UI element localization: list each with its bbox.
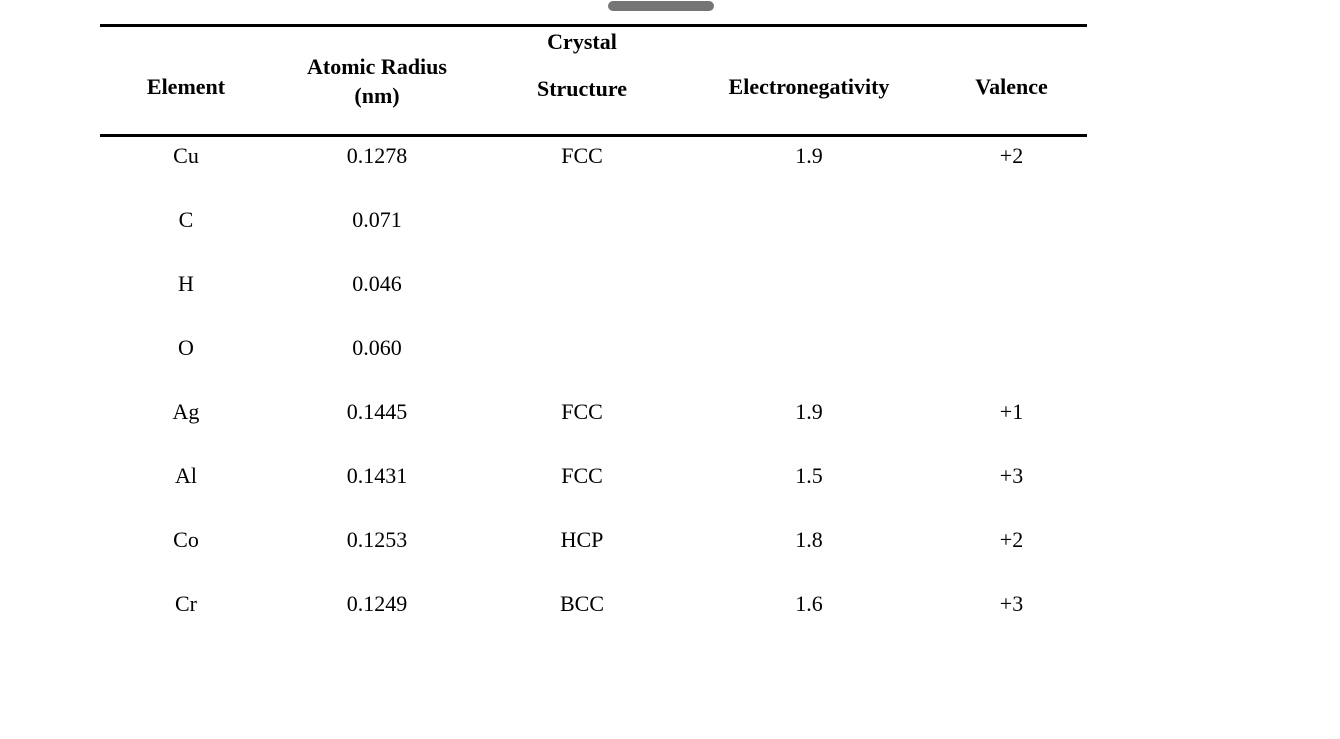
cell-atomic-radius: 0.060 bbox=[352, 335, 402, 360]
cell-valence: +2 bbox=[999, 527, 1024, 552]
table-body: Cu 0.1278 FCC 1.9 +2 C 0.071 H 0.046 bbox=[100, 137, 1087, 649]
cell-electronegativity: 1.6 bbox=[795, 591, 823, 616]
table-row: Ag 0.1445 FCC 1.9 +1 bbox=[100, 393, 1087, 457]
cell-valence bbox=[936, 265, 1087, 329]
cell-atomic-radius: 0.1249 bbox=[346, 591, 408, 616]
cell-element: Ag bbox=[172, 399, 200, 424]
cell-element: Cr bbox=[175, 591, 197, 616]
cell-electronegativity bbox=[682, 265, 936, 329]
cell-crystal-structure: FCC bbox=[561, 399, 603, 424]
cell-element: H bbox=[178, 271, 194, 296]
header-atomic-radius: Atomic Radius (nm) bbox=[272, 27, 482, 134]
table-row: Cr 0.1249 BCC 1.6 +3 bbox=[100, 585, 1087, 649]
table-header-row: Element Atomic Radius (nm) Crystal Struc… bbox=[100, 24, 1087, 137]
header-atomic-radius-line2: (nm) bbox=[354, 83, 400, 108]
header-valence: Valence bbox=[936, 27, 1087, 134]
header-crystal-structure: Crystal Structure bbox=[482, 27, 682, 134]
table-row: C 0.071 bbox=[100, 201, 1087, 265]
header-electronegativity: Electronegativity bbox=[682, 27, 936, 134]
cell-element: Al bbox=[175, 463, 197, 488]
cell-crystal-structure: BCC bbox=[559, 591, 605, 616]
header-crystal-structure-line2: Structure bbox=[536, 76, 628, 101]
table-row: Cu 0.1278 FCC 1.9 +2 bbox=[100, 137, 1087, 201]
table-row: Co 0.1253 HCP 1.8 +2 bbox=[100, 521, 1087, 585]
cell-electronegativity: 1.5 bbox=[795, 463, 823, 488]
cell-valence: +1 bbox=[999, 399, 1024, 424]
cell-valence bbox=[936, 329, 1087, 393]
table-row: H 0.046 bbox=[100, 265, 1087, 329]
header-valence-label: Valence bbox=[975, 74, 1048, 99]
scrollbar-thumb[interactable] bbox=[608, 1, 714, 11]
cell-element: C bbox=[178, 207, 194, 232]
cell-atomic-radius: 0.1445 bbox=[346, 399, 408, 424]
cell-element: Cu bbox=[173, 143, 199, 168]
header-element: Element bbox=[100, 27, 272, 134]
cell-electronegativity: 1.9 bbox=[795, 143, 823, 168]
cell-atomic-radius: 0.1278 bbox=[346, 143, 408, 168]
cell-element: O bbox=[178, 335, 194, 360]
cell-atomic-radius: 0.071 bbox=[352, 207, 402, 232]
cell-electronegativity bbox=[682, 329, 936, 393]
cell-electronegativity: 1.8 bbox=[795, 527, 823, 552]
header-electronegativity-label: Electronegativity bbox=[728, 74, 890, 99]
cell-electronegativity: 1.9 bbox=[795, 399, 823, 424]
table-row: Al 0.1431 FCC 1.5 +3 bbox=[100, 457, 1087, 521]
cell-atomic-radius: 0.1253 bbox=[346, 527, 408, 552]
cell-valence: +3 bbox=[999, 591, 1024, 616]
table-row: O 0.060 bbox=[100, 329, 1087, 393]
header-crystal-structure-line1: Crystal bbox=[547, 29, 617, 54]
cell-valence: +3 bbox=[999, 463, 1024, 488]
cell-crystal-structure bbox=[482, 265, 682, 329]
cell-crystal-structure bbox=[482, 201, 682, 265]
cell-electronegativity bbox=[682, 201, 936, 265]
cell-crystal-structure: HCP bbox=[560, 527, 604, 552]
cell-valence bbox=[936, 201, 1087, 265]
header-atomic-radius-line1: Atomic Radius bbox=[307, 54, 447, 79]
cell-crystal-structure bbox=[482, 329, 682, 393]
element-properties-table: Element Atomic Radius (nm) Crystal Struc… bbox=[100, 24, 1087, 649]
header-element-label: Element bbox=[146, 74, 226, 99]
cell-crystal-structure: FCC bbox=[561, 463, 603, 488]
cell-valence: +2 bbox=[999, 143, 1024, 168]
cell-atomic-radius: 0.1431 bbox=[346, 463, 408, 488]
cell-element: Co bbox=[173, 527, 199, 552]
cell-atomic-radius: 0.046 bbox=[352, 271, 402, 296]
cell-crystal-structure: FCC bbox=[561, 143, 603, 168]
